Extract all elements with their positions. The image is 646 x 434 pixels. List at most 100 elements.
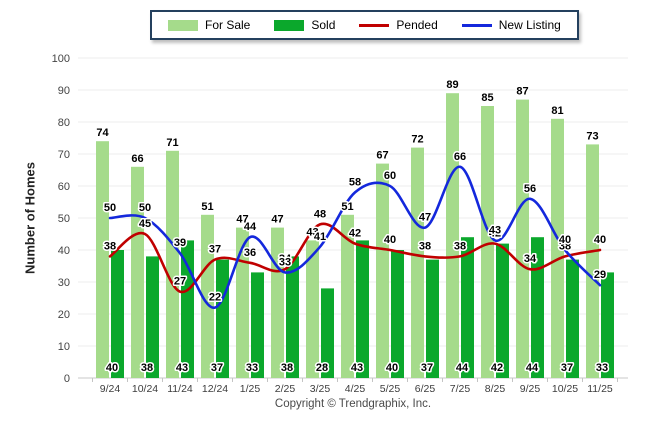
x-tick-label: 12/24 xyxy=(202,383,228,395)
legend-label: For Sale xyxy=(205,18,251,32)
line-value-label-pended: 34 xyxy=(279,253,292,265)
bar-value-label-sold: 37 xyxy=(211,362,223,374)
line-value-label-new-listing: 56 xyxy=(524,183,536,195)
bar-for-sale xyxy=(446,93,459,378)
y-tick-label: 100 xyxy=(52,53,70,65)
bar-value-label-for-sale: 47 xyxy=(236,214,248,226)
line-value-label-new-listing: 33 xyxy=(279,256,291,268)
line-value-label-new-listing: 29 xyxy=(594,269,606,281)
bar-value-label-for-sale: 73 xyxy=(586,130,598,142)
line-value-label-new-listing: 44 xyxy=(244,221,257,233)
line-value-label-new-listing: 43 xyxy=(489,224,501,236)
bar-for-sale xyxy=(166,150,179,378)
legend-item-new-listing: New Listing xyxy=(461,18,561,32)
x-tick-label: 11/25 xyxy=(587,383,613,395)
bar-sold xyxy=(461,237,474,378)
bar-value-label-for-sale: 89 xyxy=(446,79,458,91)
x-tick-label: 7/25 xyxy=(450,383,471,395)
y-tick-label: 50 xyxy=(58,213,70,225)
bar-value-label-sold: 38 xyxy=(281,362,293,374)
x-tick-label: 8/25 xyxy=(485,383,506,395)
bar-sold xyxy=(286,256,299,378)
line-value-label-pended: 38 xyxy=(454,240,466,252)
legend: For Sale Sold Pended New Listing xyxy=(150,10,579,40)
line-pended xyxy=(108,222,602,293)
line-value-label-new-listing: 39 xyxy=(174,237,186,249)
bar-value-label-sold: 44 xyxy=(456,362,469,374)
bar-sold xyxy=(391,250,404,378)
y-tick-label: 30 xyxy=(58,277,70,289)
bar-value-label-for-sale: 43 xyxy=(306,226,318,238)
line-value-label-pended: 45 xyxy=(139,218,151,230)
bar-for-sale xyxy=(131,166,144,378)
y-tick-label: 20 xyxy=(58,309,70,321)
bar-for-sale xyxy=(306,240,319,378)
bar-value-label-sold: 28 xyxy=(316,362,328,374)
bar-sold xyxy=(146,256,159,378)
bar-for-sale xyxy=(376,163,389,378)
line-value-label-pended: 42 xyxy=(349,228,361,240)
bar-sold xyxy=(321,288,334,378)
line-value-label-pended: 40 xyxy=(384,234,396,246)
bar-value-label-sold: 42 xyxy=(491,362,503,374)
line-value-label-new-listing: 50 xyxy=(104,202,116,214)
bar-for-sale xyxy=(236,227,249,378)
bar-value-label-for-sale: 66 xyxy=(131,153,143,165)
y-tick-label: 90 xyxy=(58,85,70,97)
bar-sold xyxy=(566,259,579,378)
line-value-label-new-listing: 66 xyxy=(454,151,466,163)
y-tick-label: 70 xyxy=(58,149,70,161)
bar-sold xyxy=(356,240,369,378)
bar-value-label-sold: 43 xyxy=(351,362,363,374)
legend-label: Sold xyxy=(311,18,336,32)
line-value-label-pended: 40 xyxy=(594,234,606,246)
x-tick-label: 10/25 xyxy=(552,383,578,395)
bar-for-sale xyxy=(411,147,424,378)
bar-for-sale xyxy=(516,99,529,378)
line-value-label-new-listing: 22 xyxy=(209,292,221,304)
bar-sold xyxy=(216,259,229,378)
line-value-label-new-listing: 60 xyxy=(384,170,396,182)
bar-sold xyxy=(181,240,194,378)
bar-for-sale xyxy=(586,144,599,378)
x-tick-label: 6/25 xyxy=(415,383,436,395)
x-tick-label: 4/25 xyxy=(345,383,366,395)
line-value-label-pended: 42 xyxy=(489,228,501,240)
x-tick-label: 9/24 xyxy=(100,383,121,395)
bar-value-label-sold: 40 xyxy=(106,362,118,374)
bar-for-sale xyxy=(201,214,214,378)
bar-for-sale xyxy=(551,118,564,379)
x-tick-label: 11/24 xyxy=(167,383,193,395)
line-value-label-pended: 37 xyxy=(209,244,221,256)
line-value-label-pended: 38 xyxy=(104,240,116,252)
bar-value-label-sold: 43 xyxy=(176,362,188,374)
legend-swatch-pended xyxy=(359,23,390,27)
line-value-label-pended: 34 xyxy=(524,253,537,265)
bar-value-label-sold: 33 xyxy=(246,362,258,374)
legend-item-for-sale: For Sale xyxy=(168,18,250,32)
bar-sold xyxy=(601,272,614,378)
bar-value-label-sold: 37 xyxy=(561,362,573,374)
bar-sold xyxy=(426,259,439,378)
bar-value-label-for-sale: 72 xyxy=(411,134,423,146)
bar-sold xyxy=(496,243,509,378)
bar-sold xyxy=(531,237,544,378)
bar-value-label-sold: 38 xyxy=(141,362,153,374)
y-tick-label: 40 xyxy=(58,245,70,257)
legend-label: New Listing xyxy=(498,18,561,32)
line-value-label-new-listing: 50 xyxy=(139,202,151,214)
line-value-label-new-listing: 58 xyxy=(349,176,361,188)
bar-value-label-sold: 33 xyxy=(596,362,608,374)
bar-value-label-for-sale: 51 xyxy=(341,201,353,213)
bar-value-label-sold: 40 xyxy=(386,362,398,374)
x-tick-label: 5/25 xyxy=(380,383,401,395)
line-value-label-new-listing: 41 xyxy=(314,231,326,243)
line-value-label-pended: 36 xyxy=(244,247,256,259)
line-value-label-pended: 38 xyxy=(559,240,571,252)
legend-item-pended: Pended xyxy=(359,18,438,32)
legend-swatch-new-listing xyxy=(461,23,492,27)
legend-item-sold: Sold xyxy=(274,18,335,32)
line-value-label-new-listing: 40 xyxy=(559,234,571,246)
bar-for-sale xyxy=(481,106,494,378)
